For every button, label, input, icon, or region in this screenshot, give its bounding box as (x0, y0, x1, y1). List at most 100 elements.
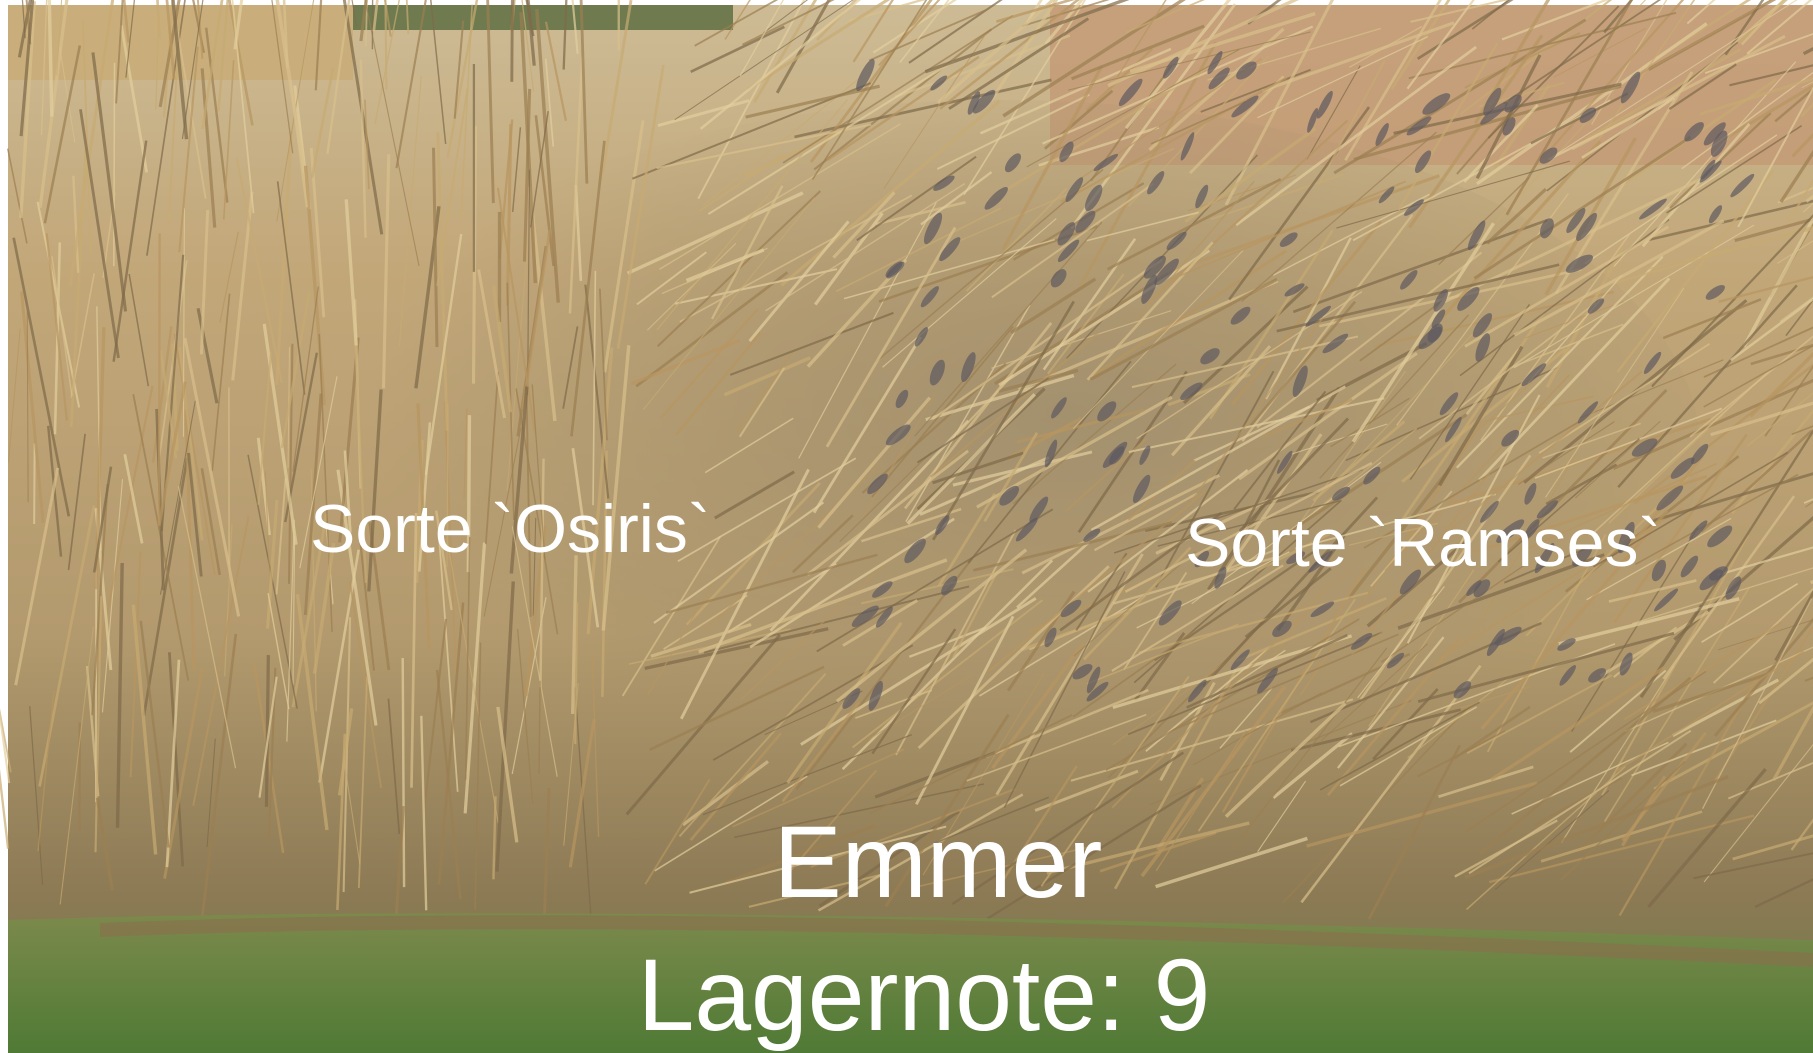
stalk (916, 377, 1050, 464)
stalk (1106, 177, 1282, 271)
stalk (1418, 302, 1597, 440)
ear (1473, 579, 1491, 598)
stalk (1072, 250, 1244, 429)
stalk (453, 20, 465, 119)
stalk (1042, 25, 1314, 145)
stalk (12, 237, 71, 517)
stalk (574, 184, 583, 282)
stalk (1701, 583, 1799, 643)
stalk (59, 45, 76, 143)
stalk (1060, 76, 1287, 204)
stalk (712, 644, 914, 761)
stalk (463, 408, 468, 500)
stalk (1634, 0, 1773, 78)
ear (1699, 160, 1722, 183)
stalk (1207, 386, 1341, 591)
ear (1576, 212, 1597, 241)
stalk (231, 0, 255, 214)
stalk (995, 0, 1076, 23)
stalk (92, 466, 113, 573)
ear (875, 606, 893, 628)
stalk (1261, 21, 1455, 93)
ear (1617, 521, 1635, 554)
stalk (526, 169, 531, 395)
stalk (343, 759, 361, 865)
stalk (905, 304, 1031, 523)
stalk (1127, 631, 1383, 736)
stalk (95, 797, 114, 891)
stalk (1306, 781, 1538, 848)
ear (1690, 443, 1709, 465)
stalk (264, 471, 271, 588)
ear (1208, 67, 1230, 90)
stalk (367, 389, 383, 592)
stalk (600, 0, 633, 180)
stalk (1147, 119, 1349, 305)
stalk (839, 451, 932, 543)
stalk (1191, 317, 1324, 502)
stalk (674, 331, 762, 437)
stalk (1123, 572, 1188, 671)
stalk (738, 367, 786, 438)
stalk (1189, 75, 1285, 175)
stalk (1581, 96, 1676, 159)
ear (1524, 482, 1537, 505)
ear (1310, 601, 1335, 618)
stalk (584, 284, 610, 499)
stalk (674, 0, 854, 121)
stalk (1616, 169, 1775, 373)
stalk (1453, 705, 1531, 760)
ear (1480, 101, 1508, 125)
stalk (542, 788, 551, 917)
stalk (1086, 241, 1214, 381)
stalk (125, 0, 136, 78)
stalk (115, 562, 124, 828)
stalk (477, 269, 506, 419)
stalk (94, 596, 103, 853)
stalk (287, 343, 294, 584)
stalk (1485, 187, 1548, 245)
ear (1587, 298, 1605, 314)
stalk (446, 404, 449, 568)
hedge (353, 5, 733, 30)
ear (1566, 207, 1586, 233)
stalk (1408, 11, 1677, 80)
stalk (40, 0, 48, 136)
ear (1286, 551, 1306, 565)
stalk (1666, 125, 1803, 214)
stalk (1150, 100, 1246, 145)
straw (0, 0, 1813, 920)
stalk (647, 561, 727, 696)
stalk (724, 0, 751, 40)
stalk (906, 393, 1037, 525)
ear (1065, 177, 1084, 203)
stalk (1494, 790, 1610, 891)
stalk (1497, 437, 1640, 563)
stalk (1652, 673, 1767, 714)
stalk (1135, 180, 1255, 320)
stalk (19, 0, 35, 137)
stalk (113, 62, 116, 267)
stalk (1575, 420, 1661, 499)
stalk (131, 604, 158, 855)
stalk (1493, 84, 1551, 169)
stalk (1073, 550, 1196, 657)
ear (1180, 132, 1195, 161)
stalk (826, 55, 980, 162)
stalk (1602, 0, 1647, 45)
stalk (435, 510, 453, 611)
stalk (1339, 706, 1478, 787)
stalk (1408, 34, 1544, 229)
stalk (763, 0, 809, 34)
stalk (1353, 84, 1622, 161)
ear (1710, 130, 1728, 157)
stalk (286, 519, 295, 742)
stalk (1367, 744, 1462, 920)
stalk (979, 47, 1172, 135)
stalk (924, 0, 1130, 74)
ear (999, 485, 1020, 506)
ear (1316, 90, 1333, 119)
ear (1467, 220, 1486, 251)
stalk (998, 249, 1211, 387)
ear (1322, 333, 1349, 354)
